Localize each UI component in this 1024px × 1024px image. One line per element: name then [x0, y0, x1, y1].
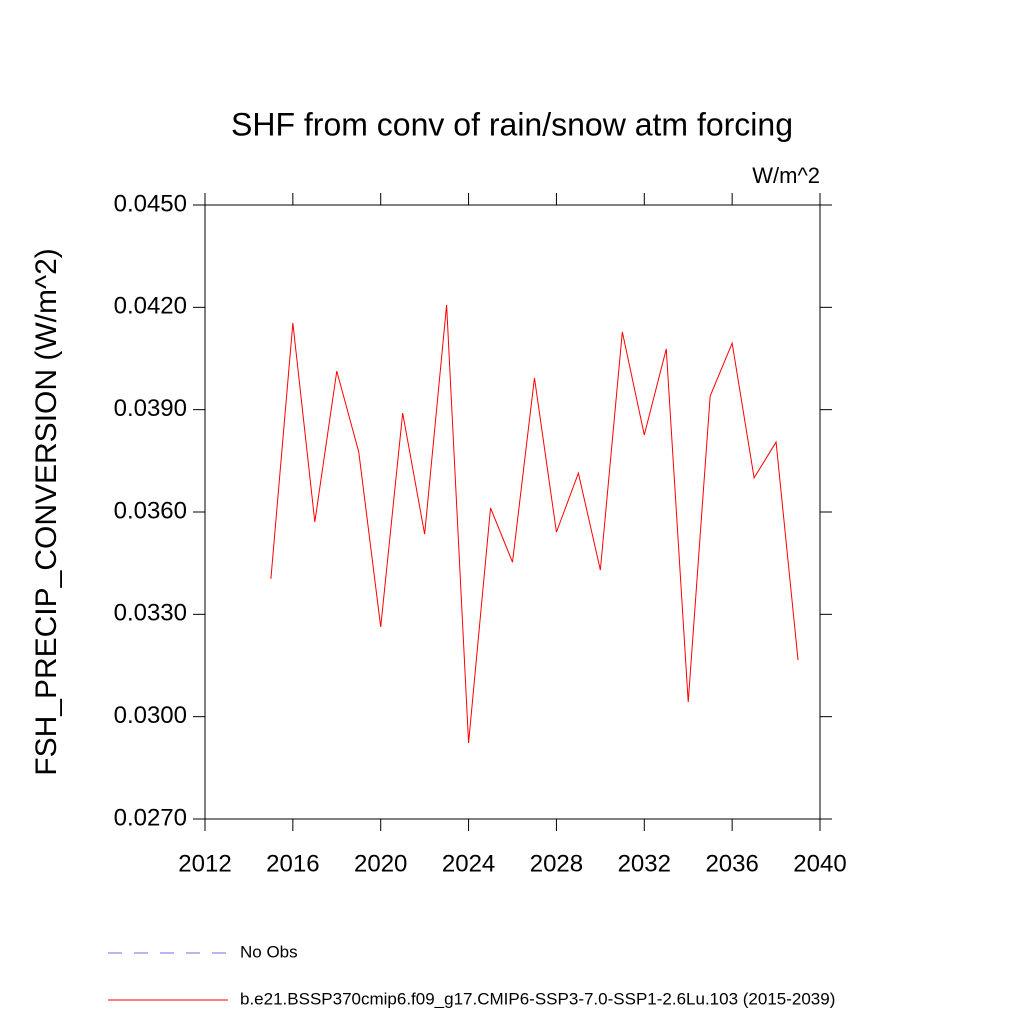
x-tick-label: 2024 [442, 850, 495, 877]
chart-title: SHF from conv of rain/snow atm forcing [231, 106, 793, 142]
units-label: W/m^2 [752, 163, 820, 188]
x-tick-label: 2020 [354, 850, 407, 877]
plot-frame [204, 204, 821, 820]
y-tick-label: 0.0420 [114, 293, 187, 320]
data-line [270, 304, 799, 743]
y-tick-label: 0.0270 [114, 804, 187, 831]
y-tick-label: 0.0330 [114, 600, 187, 627]
y-tick-label: 0.0300 [114, 702, 187, 729]
legend-label: No Obs [240, 942, 298, 961]
x-tick-label: 2012 [178, 850, 231, 877]
x-tick-label: 2028 [530, 850, 583, 877]
y-tick-label: 0.0390 [114, 395, 187, 422]
x-tick-label: 2040 [793, 850, 846, 877]
x-tick-label: 2036 [705, 850, 758, 877]
y-axis-label: FSH_PRECIP_CONVERSION (W/m^2) [30, 248, 63, 775]
legend-label: b.e21.BSSP370cmip6.f09_g17.CMIP6-SSP3-7.… [240, 989, 835, 1008]
x-tick-label: 2032 [618, 850, 671, 877]
y-tick-label: 0.0450 [114, 190, 187, 217]
y-tick-label: 0.0360 [114, 497, 187, 524]
x-tick-label: 2016 [266, 850, 319, 877]
